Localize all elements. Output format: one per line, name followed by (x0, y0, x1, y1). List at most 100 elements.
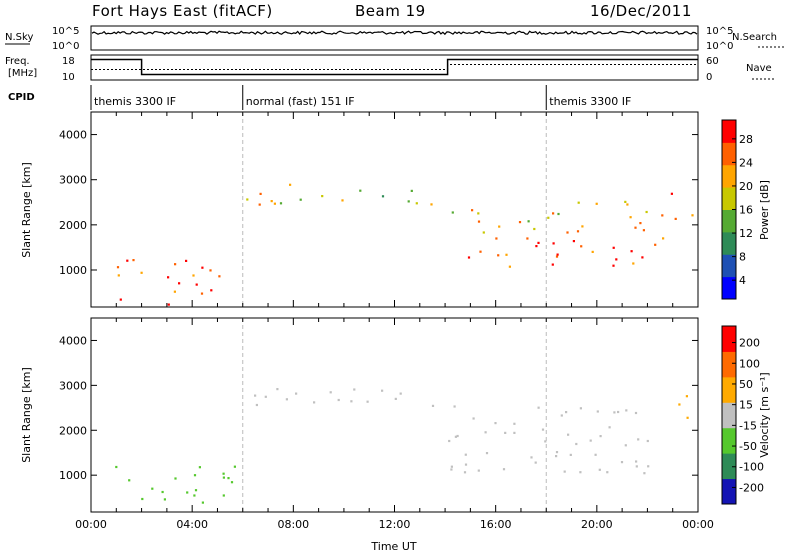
heatmap-cell (518, 221, 522, 224)
heatmap-cell (535, 245, 538, 248)
colorbar-segment (722, 164, 736, 188)
heatmap-cell (126, 259, 129, 262)
heatmap-cell (526, 237, 529, 240)
heatmap-cell (222, 472, 225, 475)
colorbar-tick-label: 12 (739, 227, 753, 240)
heatmap-cell (431, 404, 435, 407)
heatmap-cell (456, 434, 459, 438)
heatmap-cell (450, 465, 453, 468)
freq-unit-label: [MHz] (8, 68, 37, 79)
heatmap-cell (193, 494, 196, 497)
heatmap-cell (407, 200, 410, 203)
heatmap-cell (599, 435, 602, 438)
colorbar-tick-label: 20 (739, 180, 753, 193)
freq-frame (90, 54, 699, 81)
heatmap-cell (575, 442, 578, 446)
heatmap-cell (589, 439, 592, 442)
heatmap-cell (646, 439, 649, 443)
heatmap-cell (451, 211, 454, 214)
heatmap-cell (577, 201, 580, 204)
colorbar-segment (722, 427, 736, 454)
heatmap-cell (467, 256, 471, 259)
heatmap-cell (537, 406, 540, 409)
heatmap-cell (200, 292, 204, 295)
heatmap-cell (617, 410, 620, 414)
heatmap-cell (494, 422, 497, 425)
x-tick-label: 00:00 (75, 518, 107, 531)
heatmap-cell (173, 290, 176, 293)
nave-label: Nave (746, 63, 772, 74)
heatmap-cell (479, 250, 482, 253)
heatmap-cell (533, 227, 536, 231)
heatmap-cell (201, 501, 204, 504)
colorbar-segment (722, 209, 736, 233)
colorbar-tick-label: 100 (739, 357, 760, 370)
heatmap-cell (381, 389, 384, 392)
heatmap-cell (140, 271, 143, 274)
heatmap-cell (195, 283, 198, 286)
y-tick-label: 3000 (59, 379, 87, 392)
beam-title: Beam 19 (355, 2, 426, 20)
heatmap-cell (513, 431, 516, 434)
nsearch-tick-top: 10^5 (706, 26, 733, 37)
power-frame (90, 111, 699, 308)
heatmap-cell (227, 477, 230, 480)
heatmap-cell (566, 231, 569, 234)
velocity-panel: 1000 2000 3000 4000 00:00 04:00 08:00 12:00 16:… (20, 317, 771, 553)
station-title: Fort Hays East (fitACF) (92, 2, 273, 20)
heatmap-cell (366, 400, 369, 403)
freq-tick-top: 18 (62, 56, 75, 67)
heatmap-cell (222, 494, 225, 497)
heatmap-cell (497, 254, 500, 257)
heatmap-cell (624, 444, 627, 447)
heatmap-cell (477, 220, 481, 223)
nave-trace (91, 64, 698, 70)
heatmap-cell (557, 212, 560, 216)
nsearch-tick-low: 10^0 (706, 41, 733, 52)
heatmap-cell (185, 259, 188, 262)
heatmap-cell (527, 220, 530, 223)
heatmap-cell (454, 435, 457, 438)
colorbar-tick-label: 8 (739, 251, 746, 264)
y-tick-label: 3000 (59, 174, 87, 187)
heatmap-cell (477, 212, 480, 215)
freq-label: Freq. (5, 56, 30, 67)
heatmap-cell (645, 210, 648, 214)
power-cells (116, 112, 694, 307)
x-tick-label: 08:00 (277, 518, 309, 531)
y-tick-label: 1000 (59, 469, 87, 482)
heatmap-cell (581, 225, 584, 228)
colorbar-tick-label: 15 (739, 399, 753, 412)
heatmap-cell (552, 242, 555, 245)
heatmap-cell (691, 214, 694, 217)
heatmap-cell (192, 274, 195, 277)
heatmap-cell (632, 262, 635, 265)
colorbar-segment (722, 351, 736, 378)
cpid-modes: themis 3300 IF normal (fast) 151 IF themis… (94, 85, 631, 110)
heatmap-cell (565, 411, 568, 414)
heatmap-cell (612, 264, 615, 267)
x-tick-label: 00:00 (682, 518, 714, 531)
colorbar-segment (722, 478, 736, 505)
x-tick-label: 04:00 (176, 518, 208, 531)
nsky-panel: N.Sky 10^5 10^5 10^0 10^5 10^0 N.Search (5, 25, 785, 52)
cpid-mode-label: themis 3300 IF (94, 95, 176, 108)
colorbar-tick-label: -200 (739, 481, 764, 494)
heatmap-cell (579, 407, 582, 410)
heatmap-cell (685, 395, 688, 398)
heatmap-cell (615, 258, 618, 261)
colorbar-segment (722, 276, 736, 300)
heatmap-cell (464, 453, 467, 456)
heatmap-cell (484, 431, 487, 434)
heatmap-cell (598, 468, 601, 471)
heatmap-cell (595, 202, 598, 205)
heatmap-cell (534, 461, 537, 464)
colorbar-segment (722, 187, 736, 210)
heatmap-cell (674, 217, 677, 220)
nsky-tick-low: 10^0 (52, 41, 79, 52)
heatmap-cell (174, 263, 177, 266)
heatmap-cell (450, 468, 453, 471)
colorbar-tick-label: -15 (739, 419, 757, 432)
heatmap-cell (472, 417, 475, 420)
heatmap-cell (678, 403, 681, 406)
